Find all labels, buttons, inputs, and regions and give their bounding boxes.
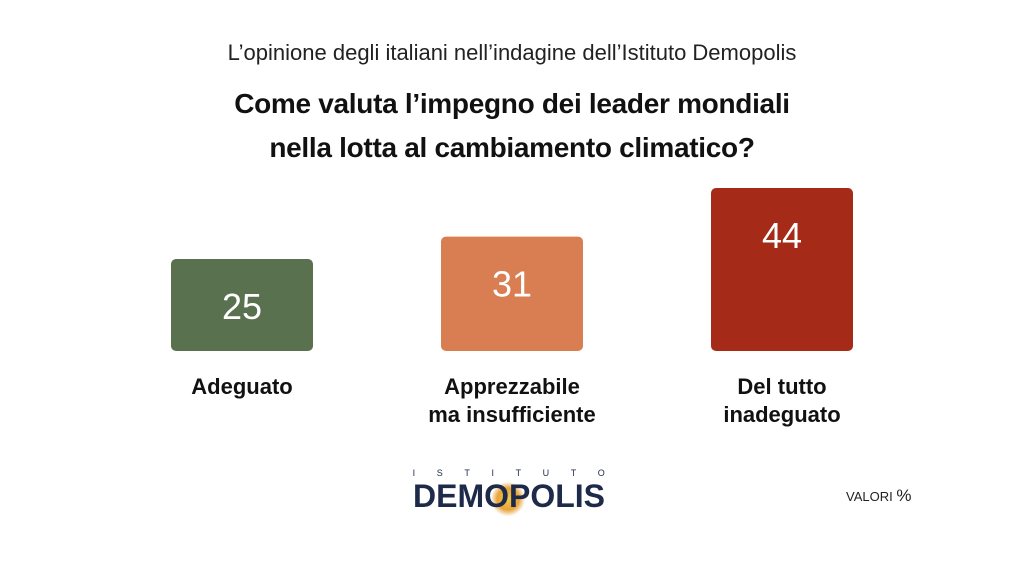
bar-value-label-1: 25 bbox=[222, 286, 262, 327]
demopolis-logo: ISTITUTO DEMOPOLIS bbox=[383, 468, 635, 518]
chart-subtitle: L’opinione degli italiani nell’indagine … bbox=[227, 40, 797, 65]
logo-top-text: ISTITUTO bbox=[412, 468, 627, 478]
category-label-2-line-2: ma insufficiente bbox=[428, 402, 596, 427]
bar-3 bbox=[711, 188, 853, 351]
logo-main-text: DEMOPOLIS bbox=[412, 478, 605, 514]
category-label-1-line-1: Adeguato bbox=[191, 374, 293, 399]
chart-title-line-2: nella lotta al cambiamento climatico? bbox=[269, 132, 755, 163]
category-label-3-line-2: inadeguato bbox=[723, 402, 841, 427]
bar-value-label-2: 31 bbox=[492, 264, 532, 305]
category-label-2: Apprezzabile ma insufficiente bbox=[392, 373, 632, 429]
category-label-2-line-1: Apprezzabile bbox=[444, 374, 580, 399]
bar-2 bbox=[441, 236, 583, 351]
category-label-3-line-1: Del tutto bbox=[737, 374, 827, 399]
chart-title: Come valuta l’impegno dei leader mondial… bbox=[0, 82, 1024, 170]
bar-value-label-3: 44 bbox=[762, 215, 802, 256]
category-label-1: Adeguato bbox=[122, 373, 362, 401]
chart-title-line-1: Come valuta l’impegno dei leader mondial… bbox=[234, 88, 790, 119]
values-unit: % bbox=[896, 486, 912, 505]
values-unit-note: VALORI % bbox=[846, 486, 911, 506]
bar-1 bbox=[171, 259, 313, 351]
logo-sun-icon bbox=[491, 482, 525, 516]
category-label-3: Del tutto inadeguato bbox=[662, 373, 902, 429]
values-label: VALORI bbox=[846, 489, 893, 504]
